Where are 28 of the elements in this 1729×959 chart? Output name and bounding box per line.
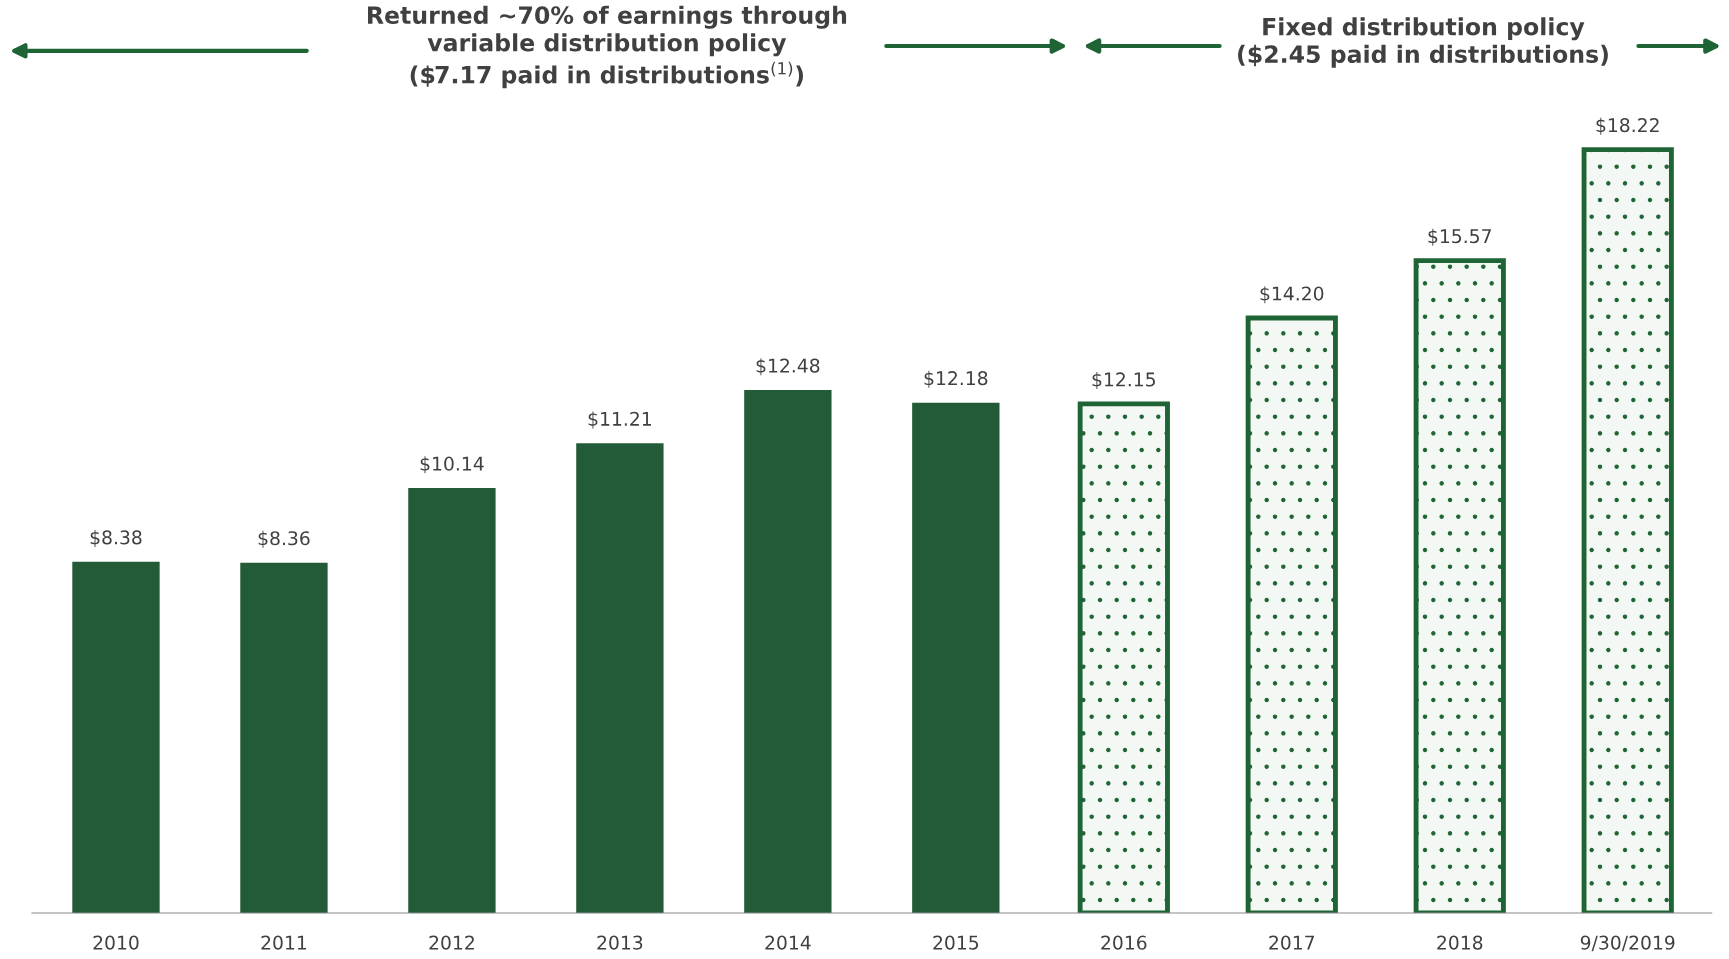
text: Returned ~70% of earnings through variable distribution policy ($7.17 paid in distributions$^{(1)}$) [368, 5, 847, 89]
bar [240, 562, 328, 913]
data-label: $10.14 [420, 456, 484, 474]
data-label: $18.22 [1596, 117, 1659, 135]
x-tick-label: 2012 [429, 935, 474, 950]
text: Fixed distribution policy ($2.45 paid in distributions) [1238, 17, 1608, 68]
bar [744, 390, 832, 913]
data-label: $12.15 [1092, 372, 1155, 390]
x-tick-label: 2010 [93, 935, 139, 950]
data-label: $15.57 [1428, 228, 1491, 246]
data-label: $12.18 [924, 370, 988, 388]
bar [576, 443, 664, 913]
data-label: $11.21 [588, 411, 651, 429]
data-label: $12.48 [756, 358, 820, 376]
x-tick-label: 2015 [933, 935, 979, 950]
x-tick-label: 2014 [765, 935, 811, 950]
x-tick-label: 2011 [261, 935, 307, 950]
data-label: $14.20 [1260, 286, 1324, 304]
x-tick-label: 2017 [1269, 935, 1315, 950]
x-tick-label: 9/30/2019 [1580, 935, 1675, 952]
bar [72, 561, 160, 913]
data-label: $8.38 [90, 529, 142, 547]
x-tick-label: 2016 [1101, 935, 1147, 950]
data-label: $8.36 [258, 530, 310, 548]
x-tick-label: 2018 [1437, 935, 1483, 950]
bar [912, 402, 1000, 913]
bar [408, 488, 496, 913]
x-tick-label: 2013 [597, 935, 643, 950]
